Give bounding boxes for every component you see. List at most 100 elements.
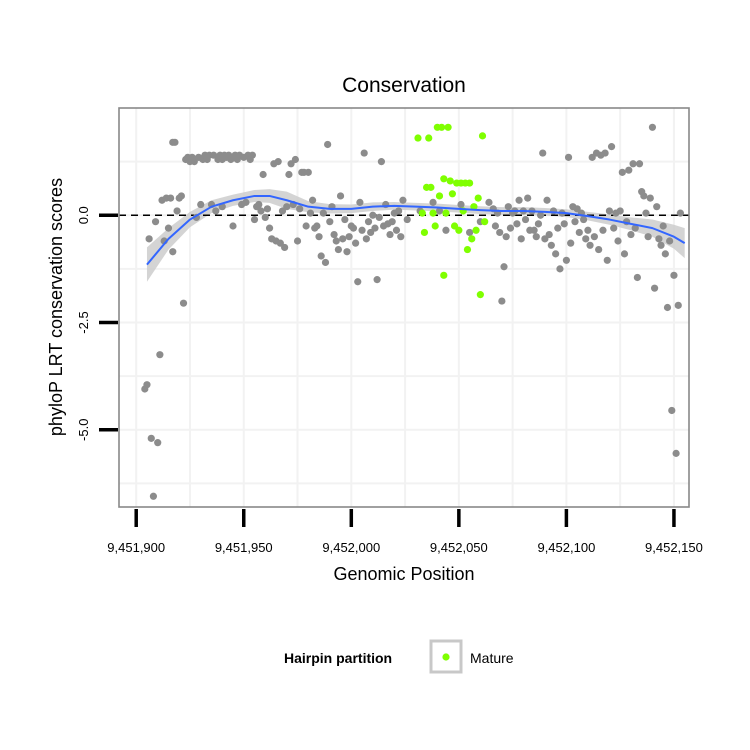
data-point bbox=[625, 166, 633, 174]
data-point bbox=[291, 155, 299, 164]
data-point-mature bbox=[472, 226, 480, 234]
y-tick-label: -5.0 bbox=[76, 419, 91, 441]
data-point bbox=[319, 209, 327, 217]
data-point bbox=[250, 215, 259, 224]
data-point bbox=[670, 271, 678, 279]
data-point bbox=[601, 149, 609, 157]
y-axis-label: phyloP LRT conservation scores bbox=[46, 178, 66, 436]
data-point-mature bbox=[429, 209, 437, 217]
data-point-mature bbox=[474, 194, 482, 202]
data-point bbox=[627, 230, 635, 239]
data-point bbox=[599, 226, 607, 234]
data-point bbox=[620, 250, 629, 258]
data-point bbox=[663, 303, 672, 312]
data-point bbox=[248, 151, 256, 159]
data-point bbox=[375, 213, 383, 222]
data-point bbox=[173, 207, 181, 215]
data-point-mature bbox=[427, 183, 435, 191]
data-point bbox=[364, 218, 373, 226]
x-axis-label: Genomic Position bbox=[333, 564, 474, 584]
data-point bbox=[354, 278, 362, 286]
data-point bbox=[618, 168, 626, 176]
data-point bbox=[143, 381, 151, 389]
data-point bbox=[293, 237, 302, 245]
legend-key-mature bbox=[442, 653, 450, 661]
data-point bbox=[674, 301, 682, 309]
data-point-mature bbox=[431, 222, 439, 230]
plot-panel-background bbox=[119, 108, 689, 507]
data-point-mature bbox=[448, 190, 456, 198]
plot-panel-border bbox=[118, 107, 690, 508]
y-tick-label: -2.5 bbox=[76, 311, 91, 333]
data-point bbox=[498, 297, 506, 305]
data-point bbox=[349, 224, 358, 232]
data-point bbox=[177, 192, 185, 200]
data-point-mature bbox=[476, 291, 484, 299]
data-point-mature bbox=[463, 245, 472, 254]
data-point bbox=[345, 233, 353, 241]
y-tick-label: 0.0 bbox=[76, 206, 91, 224]
data-point bbox=[229, 222, 237, 230]
data-point bbox=[149, 492, 158, 500]
data-point bbox=[552, 250, 560, 258]
y-axis: 0.0 -2.5 -5.0 bbox=[76, 206, 118, 441]
data-point bbox=[285, 170, 293, 179]
data-point bbox=[607, 143, 616, 151]
data-point bbox=[296, 205, 304, 213]
data-point bbox=[435, 207, 444, 215]
data-point bbox=[515, 196, 523, 204]
data-point bbox=[326, 218, 334, 226]
data-point bbox=[610, 224, 618, 232]
data-point bbox=[633, 273, 641, 282]
legend-title: Hairpin partition bbox=[284, 650, 392, 666]
data-point bbox=[339, 235, 347, 243]
data-point bbox=[302, 222, 310, 230]
data-point bbox=[242, 198, 250, 206]
data-point bbox=[403, 215, 411, 224]
data-point bbox=[466, 228, 474, 237]
data-point bbox=[317, 252, 325, 260]
data-point bbox=[283, 203, 291, 211]
data-point bbox=[457, 200, 465, 209]
data-point bbox=[539, 149, 547, 157]
data-point bbox=[616, 207, 624, 215]
data-point bbox=[356, 198, 364, 206]
data-point bbox=[586, 241, 594, 249]
data-point bbox=[554, 224, 562, 232]
data-point bbox=[504, 203, 512, 211]
data-point bbox=[564, 153, 573, 161]
data-point bbox=[646, 194, 654, 202]
data-point bbox=[650, 284, 659, 292]
data-point bbox=[582, 235, 590, 243]
data-point bbox=[392, 226, 401, 234]
data-point-mature bbox=[440, 175, 448, 183]
data-point bbox=[306, 209, 315, 217]
data-point bbox=[154, 439, 162, 447]
data-point bbox=[261, 213, 269, 222]
data-point bbox=[397, 233, 405, 241]
data-point bbox=[545, 230, 553, 239]
data-point bbox=[635, 160, 644, 168]
x-tick-label: 9,452,100 bbox=[537, 540, 595, 555]
data-point bbox=[343, 248, 351, 256]
data-point bbox=[352, 239, 360, 247]
x-tick-label: 9,451,950 bbox=[215, 540, 273, 555]
data-point bbox=[197, 200, 205, 209]
data-point bbox=[308, 196, 317, 204]
x-tick-label: 9,451,900 bbox=[107, 540, 165, 555]
data-point bbox=[521, 215, 530, 224]
data-point bbox=[502, 233, 510, 241]
data-point bbox=[257, 207, 265, 215]
data-point-mature bbox=[425, 134, 433, 142]
data-point bbox=[543, 196, 551, 204]
data-point bbox=[676, 209, 684, 217]
data-point bbox=[336, 192, 345, 200]
data-point bbox=[485, 198, 493, 206]
data-point bbox=[648, 123, 657, 131]
data-point bbox=[358, 226, 366, 234]
data-point bbox=[506, 224, 515, 232]
data-point bbox=[534, 220, 543, 228]
data-point bbox=[657, 241, 665, 249]
data-point bbox=[629, 160, 637, 168]
